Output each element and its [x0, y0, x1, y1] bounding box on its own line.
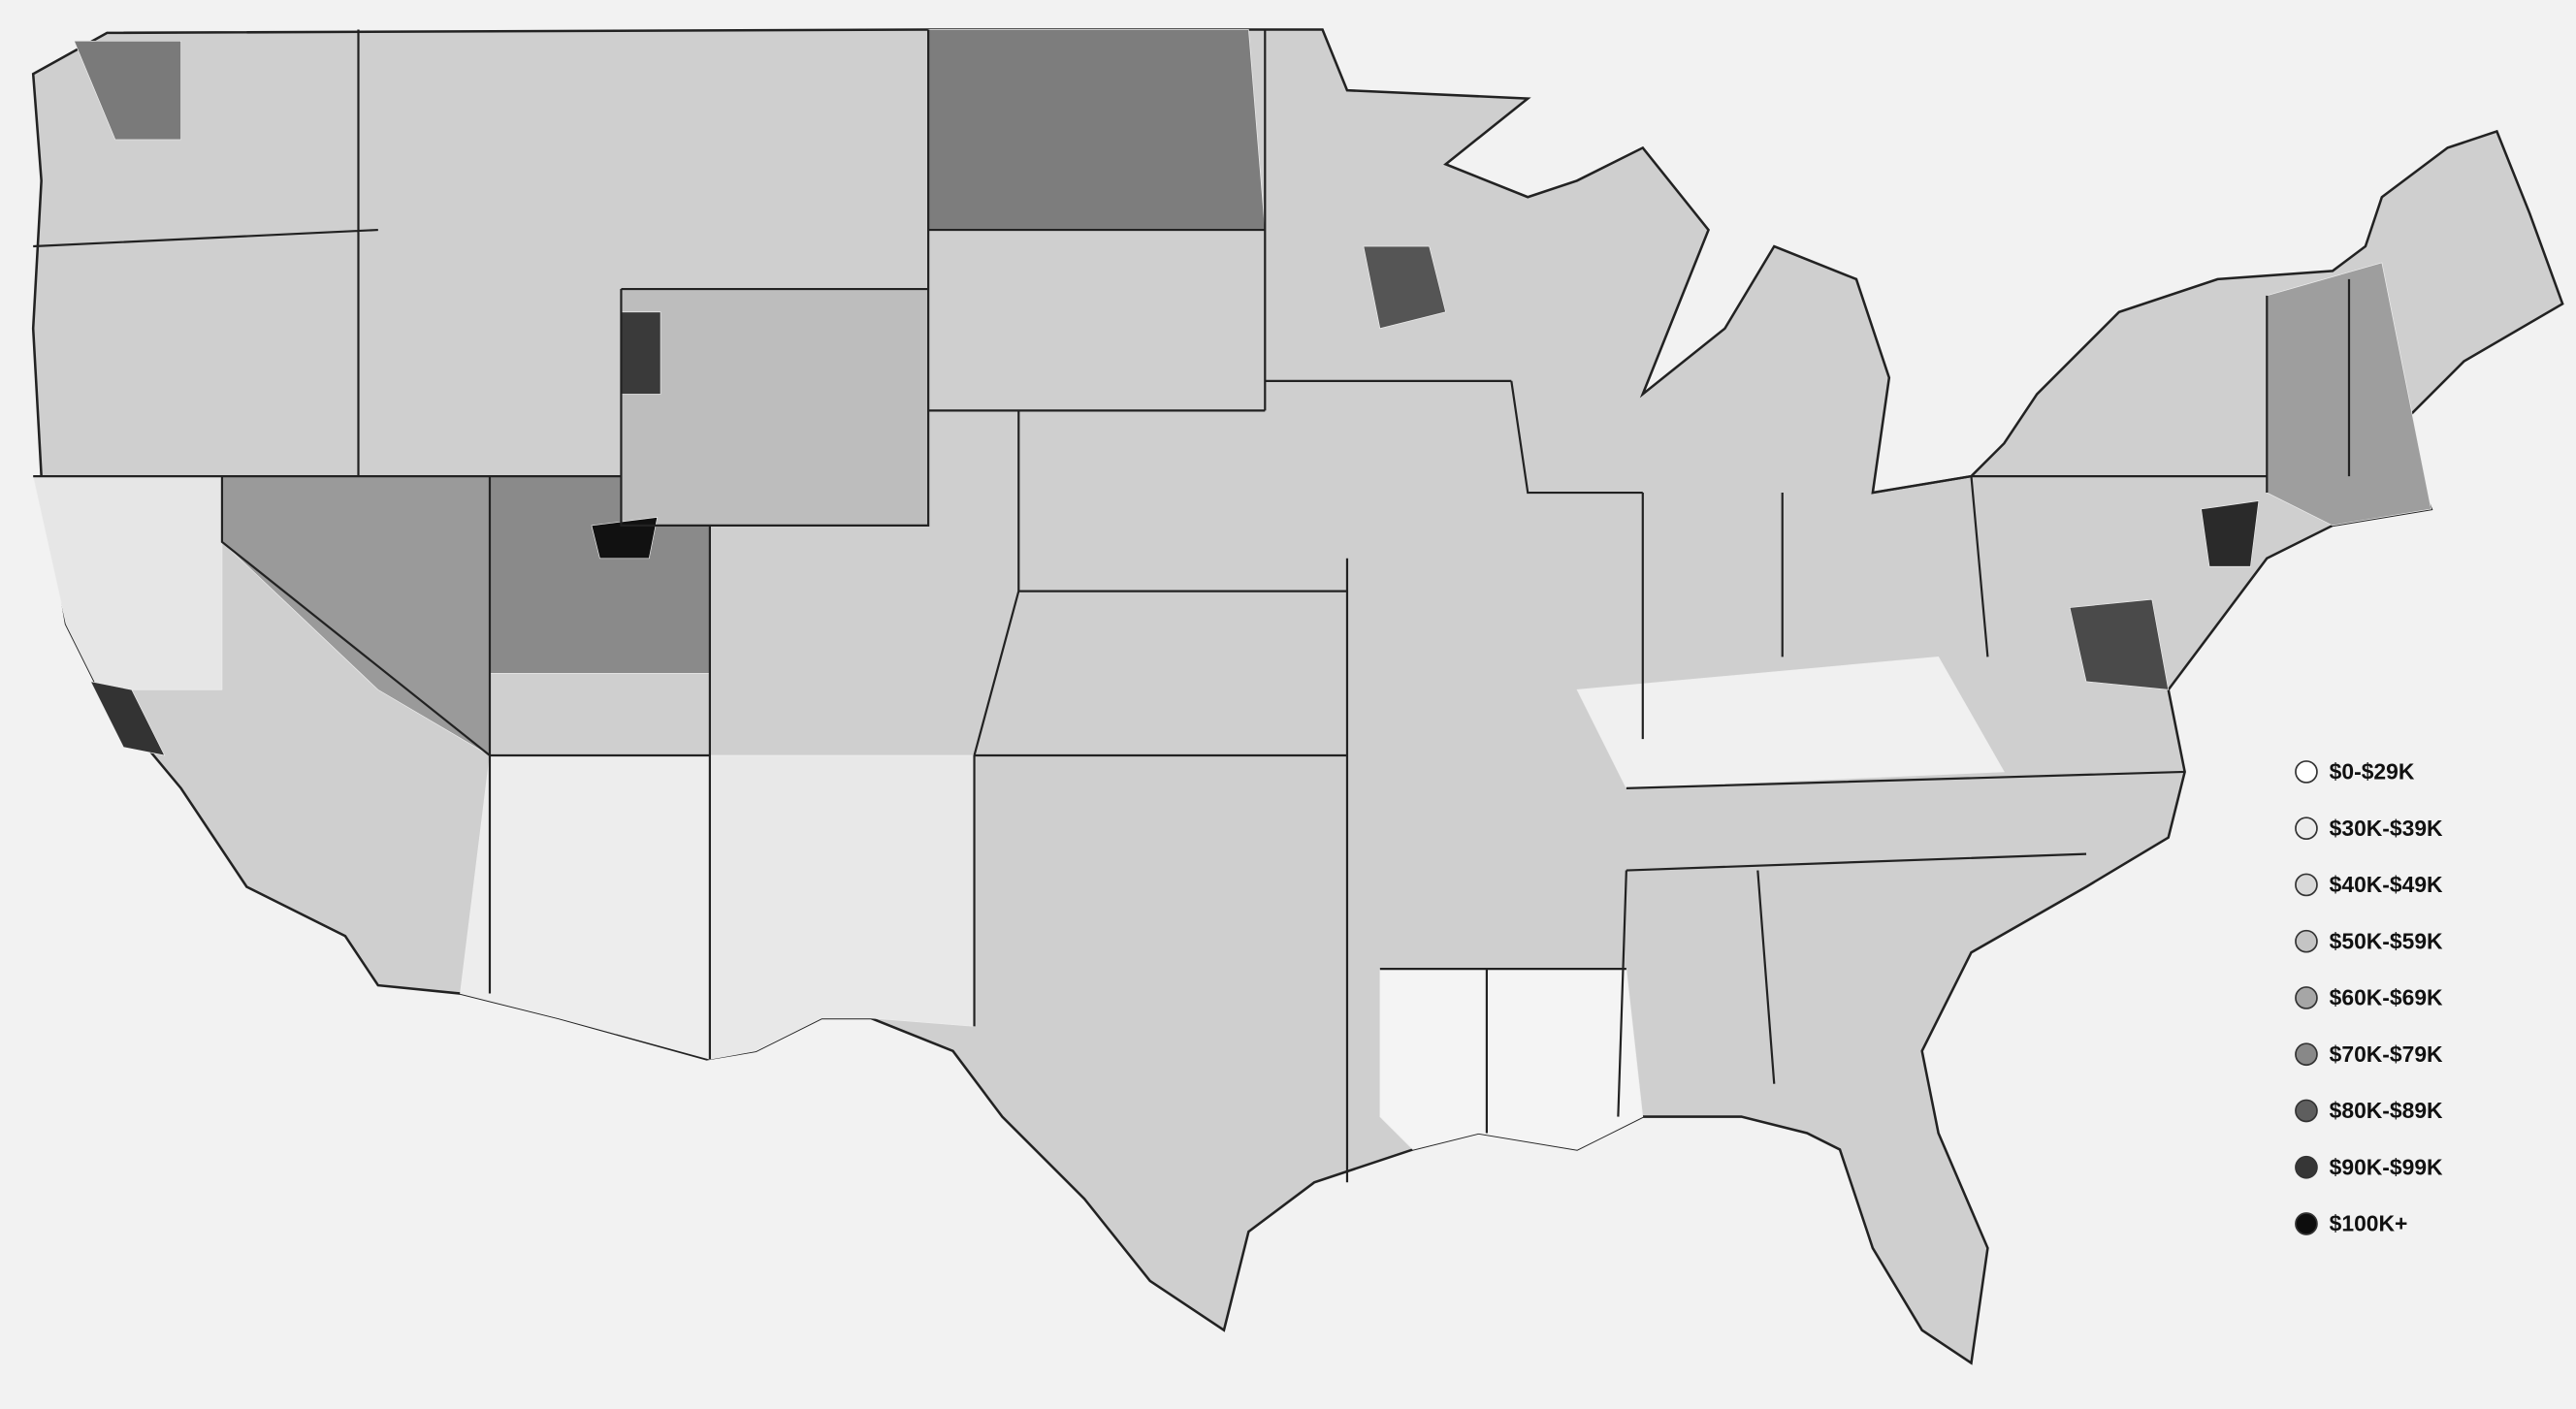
legend: $0-$29K $30K-$39K $40K-$49K $50K-$59K $60K-$… [2295, 759, 2443, 1236]
legend-swatch [2295, 986, 2318, 1009]
region [927, 29, 1266, 231]
region [1576, 656, 2005, 789]
legend-swatch [2295, 1155, 2318, 1179]
legend-swatch [2295, 1212, 2318, 1235]
legend-swatch [2295, 873, 2318, 897]
region [2201, 500, 2260, 567]
region [89, 681, 166, 756]
legend-label: $100K+ [2330, 1211, 2408, 1236]
legend-swatch [2295, 929, 2318, 953]
legend-label: $70K-$79K [2330, 1041, 2443, 1067]
legend-label: $50K-$59K [2330, 928, 2443, 953]
legend-label: $60K-$69K [2330, 985, 2443, 1010]
region [709, 754, 975, 1060]
region [621, 288, 929, 527]
legend-label: $90K-$99K [2330, 1154, 2443, 1179]
state-borders [33, 29, 2351, 1183]
legend-label: $80K-$89K [2330, 1098, 2443, 1123]
region [1363, 245, 1446, 330]
region [1379, 968, 1644, 1150]
region [591, 517, 659, 560]
region [621, 311, 661, 395]
legend-swatch [2295, 1099, 2318, 1123]
us-map [31, 28, 2564, 1365]
legend-swatch [2295, 1042, 2318, 1067]
region [2069, 598, 2170, 690]
legend-label: $40K-$49K [2330, 872, 2443, 897]
legend-label: $0-$29K [2330, 759, 2415, 785]
legend-swatch [2295, 817, 2318, 841]
region [74, 40, 181, 141]
legend-label: $30K-$39K [2330, 816, 2443, 841]
legend-swatch [2295, 760, 2318, 784]
